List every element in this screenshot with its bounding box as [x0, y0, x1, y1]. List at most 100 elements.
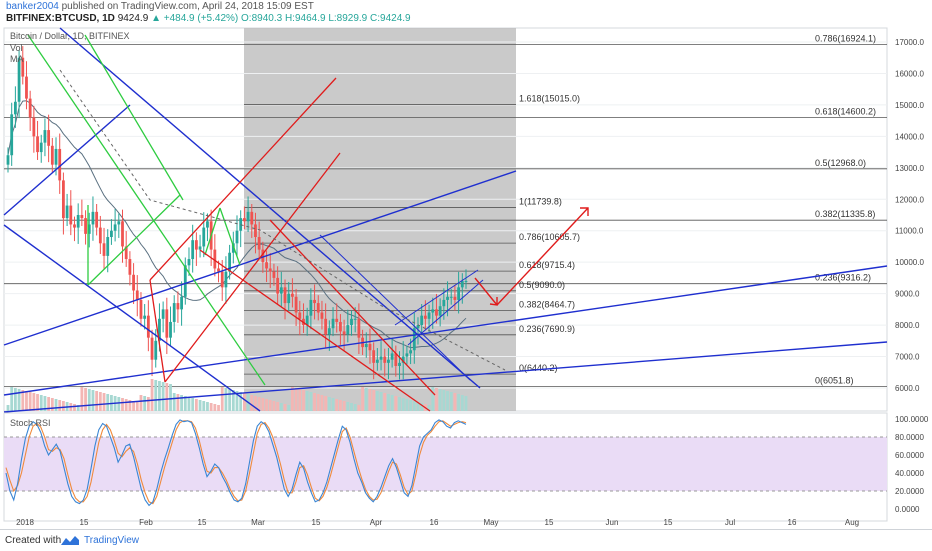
volume-label[interactable]: Vol — [10, 43, 23, 53]
volume-bar — [420, 403, 424, 411]
stoch-rsi-lines — [5, 419, 467, 507]
candle-body — [102, 243, 106, 256]
footer: Created with TradingView — [0, 529, 932, 551]
volume-bar — [427, 405, 431, 411]
ma-polyline — [7, 100, 467, 349]
candle-body — [231, 243, 235, 253]
volume-bar — [291, 387, 294, 411]
time-tick-label: 15 — [545, 518, 554, 527]
candle-body — [261, 249, 265, 263]
volume-bar — [10, 387, 14, 411]
volume-bar — [36, 394, 39, 411]
candle-body — [50, 145, 54, 165]
green-channels[interactable] — [27, 34, 266, 386]
volume-bar — [390, 395, 394, 411]
stoch-band — [4, 437, 887, 491]
volume-bar — [398, 397, 401, 411]
fib-level-label: 0.618(14600.2) — [815, 106, 876, 116]
volume-bar — [158, 381, 161, 411]
volume-bar — [438, 389, 442, 411]
candle-body — [235, 230, 239, 244]
candle-body — [287, 293, 291, 304]
candle-body — [394, 353, 398, 366]
fib-level-label: 0.382(11335.8) — [815, 209, 875, 219]
volume-bar — [180, 395, 183, 411]
volume-bar — [50, 398, 54, 411]
price-axis[interactable]: 17000.0 16000.0 15000.0 14000.0 13000.0 12000… — [895, 38, 924, 393]
candle-body — [457, 287, 461, 300]
volume-bar — [187, 397, 191, 411]
candle-body — [375, 359, 379, 363]
candle-body — [390, 353, 394, 360]
time-tick-label: Aug — [845, 518, 859, 527]
candle-body — [453, 296, 457, 300]
symbol-label: BITFINEX:BTCUSD, 1D — [6, 13, 115, 24]
volume-bar — [87, 389, 91, 411]
candle-body — [135, 290, 139, 300]
candle-body — [206, 221, 209, 228]
candle-body — [283, 287, 287, 304]
candle-body — [121, 221, 124, 247]
candle-body — [305, 315, 309, 326]
stoch-label[interactable]: Stoch RSI — [10, 418, 51, 428]
volume-bar — [346, 402, 350, 411]
fib-level-label: 0.786(16924.1) — [815, 33, 876, 43]
time-tick-label: 15 — [312, 518, 321, 527]
projection-arrows[interactable] — [474, 207, 589, 306]
stoch-d-line — [5, 420, 467, 505]
candle-body — [342, 331, 346, 335]
volume-bar — [21, 390, 25, 411]
candle-body — [13, 101, 17, 115]
candle-body — [194, 240, 198, 250]
candle-body — [10, 114, 14, 156]
fib-level-label: 0.618(9715.4) — [519, 260, 575, 270]
forecast-dashed-line[interactable] — [59, 69, 506, 371]
stoch-tick-label: 0.0000 — [895, 505, 920, 514]
volume-bar — [54, 399, 58, 411]
candle-body — [36, 136, 39, 153]
time-axis[interactable]: 2018 15 Feb 15 Mar 15 Apr 16 May 15 Jun 15 Jul 16 Aug — [16, 518, 859, 527]
candle-body — [224, 271, 228, 288]
volume-bar — [43, 396, 47, 411]
candle-body — [265, 262, 268, 269]
stoch-axis[interactable]: 100.0000 80.0000 60.0000 40.0000 20.0000 0.00… — [895, 415, 929, 514]
volume-bar — [80, 387, 84, 411]
price-tick-label: 12000.0 — [895, 195, 924, 204]
tradingview-link[interactable]: TradingView — [84, 535, 140, 546]
author-link[interactable]: banker2004 — [6, 1, 59, 12]
tradingview-logo-icon — [61, 536, 79, 545]
candle-body — [176, 303, 180, 310]
candle-body — [246, 211, 250, 222]
volume-bar — [169, 384, 172, 411]
volume-bar — [47, 397, 51, 411]
stoch-tick-label: 100.0000 — [895, 415, 929, 424]
candle-body — [398, 362, 401, 366]
candle-body — [84, 218, 87, 234]
volume-bar — [431, 387, 435, 411]
volume-bar — [342, 401, 346, 411]
candle-body — [73, 224, 76, 228]
candle-body — [62, 180, 65, 219]
stoch-k-line — [5, 419, 467, 507]
fib-level-label: 0.382(8464.7) — [519, 299, 575, 309]
created-with-text: Created with — [5, 535, 62, 546]
fib-level-label: 0.236(9316.2) — [815, 273, 871, 283]
ma-label[interactable]: MA — [10, 54, 24, 64]
candle-body — [202, 227, 206, 247]
candle-body — [298, 312, 302, 319]
volume-bar — [268, 400, 272, 411]
candle-body — [169, 321, 172, 338]
candle-body — [279, 287, 283, 294]
volume-bar — [294, 388, 298, 411]
candle-body — [150, 337, 154, 360]
candle-body — [409, 350, 412, 354]
stoch-tick-label: 60.0000 — [895, 451, 924, 460]
volume-bar — [73, 404, 76, 411]
candle-body — [124, 246, 128, 260]
red-channels[interactable] — [149, 77, 436, 412]
candle-body — [272, 271, 276, 278]
candle-body — [180, 296, 183, 310]
candle-body — [47, 130, 51, 146]
volume-bar — [124, 399, 128, 411]
